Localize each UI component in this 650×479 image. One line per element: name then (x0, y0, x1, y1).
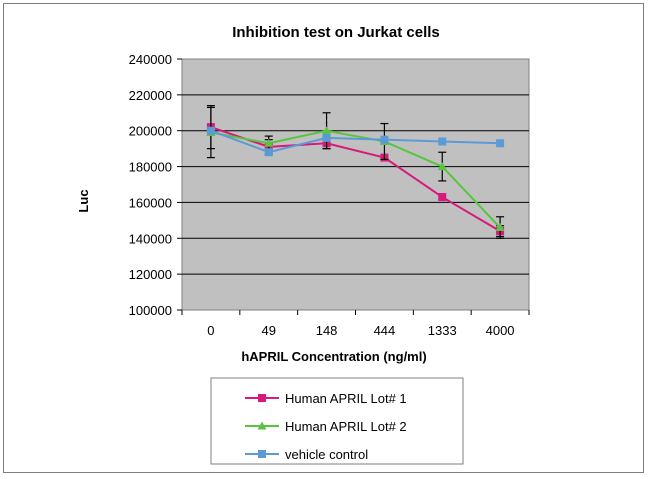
legend-marker (258, 394, 266, 402)
data-point (438, 137, 447, 146)
legend-item-1: Human APRIL Lot# 1 (245, 391, 407, 406)
y-tick-label: 120000 (129, 267, 172, 282)
series-3 (206, 126, 505, 157)
x-axis-title: hAPRIL Concentration (ng/ml) (241, 349, 426, 364)
x-axis-ticks: 0 49 148 444 1333 4000 (181, 310, 530, 338)
data-point (264, 148, 273, 157)
y-tick-label: 160000 (129, 195, 172, 210)
data-point (438, 193, 447, 202)
data-point (380, 135, 389, 144)
legend-marker (257, 421, 267, 430)
x-tick-label: 444 (374, 323, 396, 338)
x-tick-label: 1333 (428, 323, 457, 338)
plot-area (181, 58, 530, 311)
data-point (496, 139, 505, 148)
y-tick-label: 200000 (129, 124, 172, 139)
legend-marker (258, 450, 266, 458)
data-point (495, 223, 505, 232)
y-tick-label: 180000 (129, 160, 172, 175)
legend-item-2: Human APRIL Lot# 2 (245, 419, 407, 434)
data-point (264, 138, 274, 147)
data-point (206, 126, 215, 135)
x-tick-label: 0 (207, 323, 214, 338)
y-tick-label: 140000 (129, 231, 172, 246)
series-line (210, 129, 501, 154)
chart-frame: Inhibition test on Jurkat cells 100000 12… (3, 3, 644, 473)
x-tick-label: 148 (316, 323, 338, 338)
series-line (210, 129, 501, 229)
y-axis-ticks: 100000 120000 140000 160000 180000 200000 2200… (129, 52, 182, 318)
data-point (322, 126, 332, 135)
data-point (437, 162, 447, 171)
legend: Human APRIL Lot# 1 Human APRIL Lot# 2 vehi… (245, 391, 407, 462)
legend-box (210, 377, 464, 465)
series-line (210, 126, 501, 232)
x-tick-label: 49 (262, 323, 276, 338)
x-tick-label: 4000 (486, 323, 515, 338)
chart-svg: Inhibition test on Jurkat cells 100000 12… (76, 24, 530, 465)
chart-title: Inhibition test on Jurkat cells (232, 24, 440, 41)
y-tick-label: 220000 (129, 88, 172, 103)
legend-label: Human APRIL Lot# 1 (285, 391, 407, 406)
y-tick-label: 240000 (129, 52, 172, 67)
legend-label: vehicle control (285, 447, 368, 462)
grid-lines (182, 94, 529, 275)
legend-label: Human APRIL Lot# 2 (285, 419, 407, 434)
legend-item-3: vehicle control (245, 447, 368, 462)
y-tick-label: 100000 (129, 303, 172, 318)
data-point (322, 133, 331, 142)
y-axis-title: Luc (76, 189, 91, 212)
series-layer (206, 105, 505, 239)
